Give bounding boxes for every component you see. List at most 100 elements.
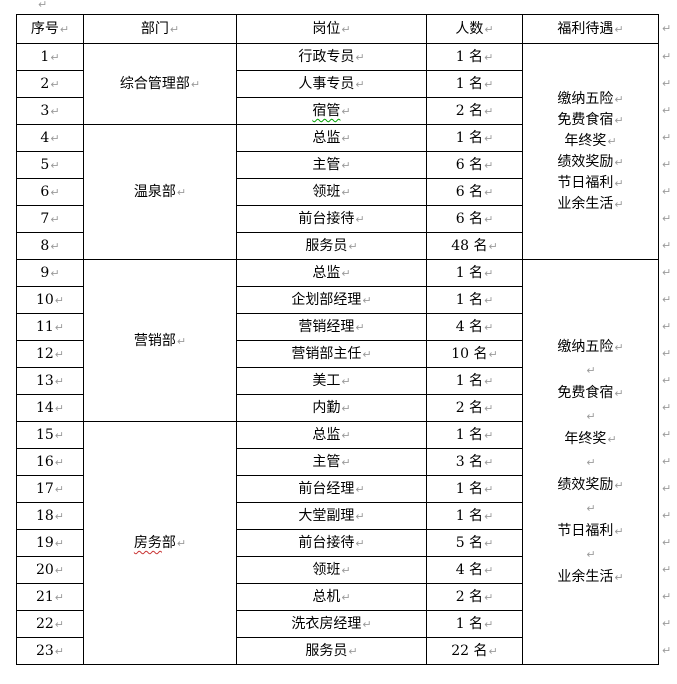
count-cell[interactable]: 4 名↵ — [426, 313, 523, 341]
serial-cell[interactable]: 18↵ — [16, 502, 84, 530]
serial-cell[interactable]: 13↵ — [16, 367, 84, 395]
position-cell[interactable]: 服务员↵ — [236, 232, 427, 260]
pilcrow-icon: ↵ — [50, 105, 60, 118]
position-cell[interactable]: 总监↵ — [236, 259, 427, 287]
count-cell[interactable]: 6 名↵ — [426, 205, 523, 233]
position-cell[interactable]: 宿管↵ — [236, 97, 427, 125]
position-cell[interactable]: 大堂副理↵ — [236, 502, 427, 530]
cell-text: 总机 — [312, 589, 341, 605]
table-row: 8↵ 服务员↵ 48 名↵ — [16, 232, 659, 260]
pilcrow-icon: ↵ — [362, 294, 372, 307]
pilcrow-icon: ↵ — [54, 348, 65, 361]
count-cell[interactable]: 1 名↵ — [426, 610, 523, 638]
position-cell[interactable]: 人事专员↵ — [236, 70, 427, 98]
count-cell[interactable]: 5 名↵ — [426, 529, 523, 557]
cell-text: 总监 — [312, 427, 341, 443]
department-cell[interactable]: 综合管理部↵ — [83, 43, 237, 125]
position-cell[interactable]: 领班↵ — [236, 556, 427, 584]
serial-cell[interactable]: 10↵ — [16, 286, 84, 314]
pilcrow-icon: ↵ — [54, 321, 65, 334]
position-cell[interactable]: 营销部主任↵ — [236, 340, 427, 368]
pilcrow-icon: ↵ — [662, 104, 672, 117]
count-cell[interactable]: 1 名↵ — [426, 421, 523, 449]
count-cell[interactable]: 2 名↵ — [426, 394, 523, 422]
cell-text: 节日福利 — [557, 174, 614, 191]
position-cell[interactable]: 领班↵ — [236, 178, 427, 206]
position-cell[interactable]: 行政专员↵ — [236, 43, 427, 71]
position-cell[interactable]: 总监↵ — [236, 421, 427, 449]
benefits-cell[interactable]: 缴纳五险↵ 免费食宿↵ 年终奖↵ 绩效奖励↵ 节日福利↵ 业余生活↵ — [522, 43, 659, 260]
header-cell-benefits[interactable]: 福利待遇↵ — [522, 14, 659, 44]
benefits-cell[interactable]: 缴纳五险↵ ↵ 免费食宿↵ ↵ 年终奖↵ ↵ 绩效奖励↵ ↵ 节日福利↵ ↵ 业… — [522, 259, 659, 665]
count-cell[interactable]: 1 名↵ — [426, 286, 523, 314]
position-cell[interactable]: 洗衣房经理↵ — [236, 610, 427, 638]
position-cell[interactable]: 服务员↵ — [236, 637, 427, 665]
serial-cell[interactable]: 15↵ — [16, 421, 84, 449]
serial-cell[interactable]: 6↵ — [16, 178, 84, 206]
position-cell[interactable]: 主管↵ — [236, 448, 427, 476]
position-cell[interactable]: 总机↵ — [236, 583, 427, 611]
serial-cell[interactable]: 8↵ — [16, 232, 84, 260]
count-cell[interactable]: 2 名↵ — [426, 97, 523, 125]
serial-cell[interactable]: 3↵ — [16, 97, 84, 125]
cell-text: 20 — [35, 562, 54, 578]
serial-cell[interactable]: 23↵ — [16, 637, 84, 665]
header-cell-count[interactable]: 人数↵ — [426, 14, 523, 44]
count-cell[interactable]: 22 名↵ — [426, 637, 523, 665]
count-cell[interactable]: 1 名↵ — [426, 259, 523, 287]
count-cell[interactable]: 1 名↵ — [426, 124, 523, 152]
count-cell[interactable]: 1 名↵ — [426, 502, 523, 530]
serial-cell[interactable]: 2↵ — [16, 70, 84, 98]
serial-cell[interactable]: 21↵ — [16, 583, 84, 611]
position-cell[interactable]: 前台经理↵ — [236, 475, 427, 503]
count-cell[interactable]: 2 名↵ — [426, 583, 523, 611]
serial-cell[interactable]: 7↵ — [16, 205, 84, 233]
pilcrow-icon: ↵ — [484, 132, 494, 145]
serial-cell[interactable]: 1↵ — [16, 43, 84, 71]
benefit-line: 节日福利↵ — [524, 173, 658, 194]
serial-cell[interactable]: 14↵ — [16, 394, 84, 422]
pilcrow-icon: ↵ — [50, 132, 60, 145]
serial-cell[interactable]: 4↵ — [16, 124, 84, 152]
count-cell[interactable]: 6 名↵ — [426, 151, 523, 179]
position-cell[interactable]: 前台接待↵ — [236, 205, 427, 233]
header-cell-position[interactable]: 岗位↵ — [236, 14, 427, 44]
count-cell[interactable]: 1 名↵ — [426, 367, 523, 395]
department-cell[interactable]: 温泉部↵ — [83, 124, 237, 260]
position-cell[interactable]: 主管↵ — [236, 151, 427, 179]
serial-cell[interactable]: 19↵ — [16, 529, 84, 557]
header-cell-serial[interactable]: 序号↵ — [16, 14, 84, 44]
count-cell[interactable]: 1 名↵ — [426, 43, 523, 71]
count-cell[interactable]: 1 名↵ — [426, 475, 523, 503]
department-cell[interactable]: 房务部↵ — [83, 421, 237, 665]
position-cell[interactable]: 企划部经理↵ — [236, 286, 427, 314]
count-cell[interactable]: 6 名↵ — [426, 178, 523, 206]
count-cell[interactable]: 10 名↵ — [426, 340, 523, 368]
position-cell[interactable]: 美工↵ — [236, 367, 427, 395]
benefit-line: 业余生活↵ — [524, 194, 658, 215]
position-cell[interactable]: 前台接待↵ — [236, 529, 427, 557]
position-cell[interactable]: 总监↵ — [236, 124, 427, 152]
cell-text: 6 名 — [455, 211, 484, 227]
position-cell[interactable]: 营销经理↵ — [236, 313, 427, 341]
count-cell[interactable]: 3 名↵ — [426, 448, 523, 476]
header-cell-department[interactable]: 部门↵ — [83, 14, 237, 44]
serial-cell[interactable]: 11↵ — [16, 313, 84, 341]
count-cell[interactable]: 4 名↵ — [426, 556, 523, 584]
serial-cell[interactable]: 16↵ — [16, 448, 84, 476]
serial-cell[interactable]: 20↵ — [16, 556, 84, 584]
count-cell[interactable]: 48 名↵ — [426, 232, 523, 260]
count-cell[interactable]: 1 名↵ — [426, 70, 523, 98]
department-cell[interactable]: 营销部↵ — [83, 259, 237, 422]
cell-text: 3 — [40, 103, 50, 119]
serial-cell[interactable]: 17↵ — [16, 475, 84, 503]
serial-cell[interactable]: 22↵ — [16, 610, 84, 638]
pilcrow-icon: ↵ — [50, 51, 60, 64]
header-text: 人数 — [455, 21, 484, 37]
position-cell[interactable]: 内勤↵ — [236, 394, 427, 422]
serial-cell[interactable]: 12↵ — [16, 340, 84, 368]
pilcrow-icon: ↵ — [54, 483, 65, 496]
table-row: 12↵ 营销部主任↵ 10 名↵ — [16, 340, 659, 368]
serial-cell[interactable]: 5↵ — [16, 151, 84, 179]
serial-cell[interactable]: 9↵ — [16, 259, 84, 287]
